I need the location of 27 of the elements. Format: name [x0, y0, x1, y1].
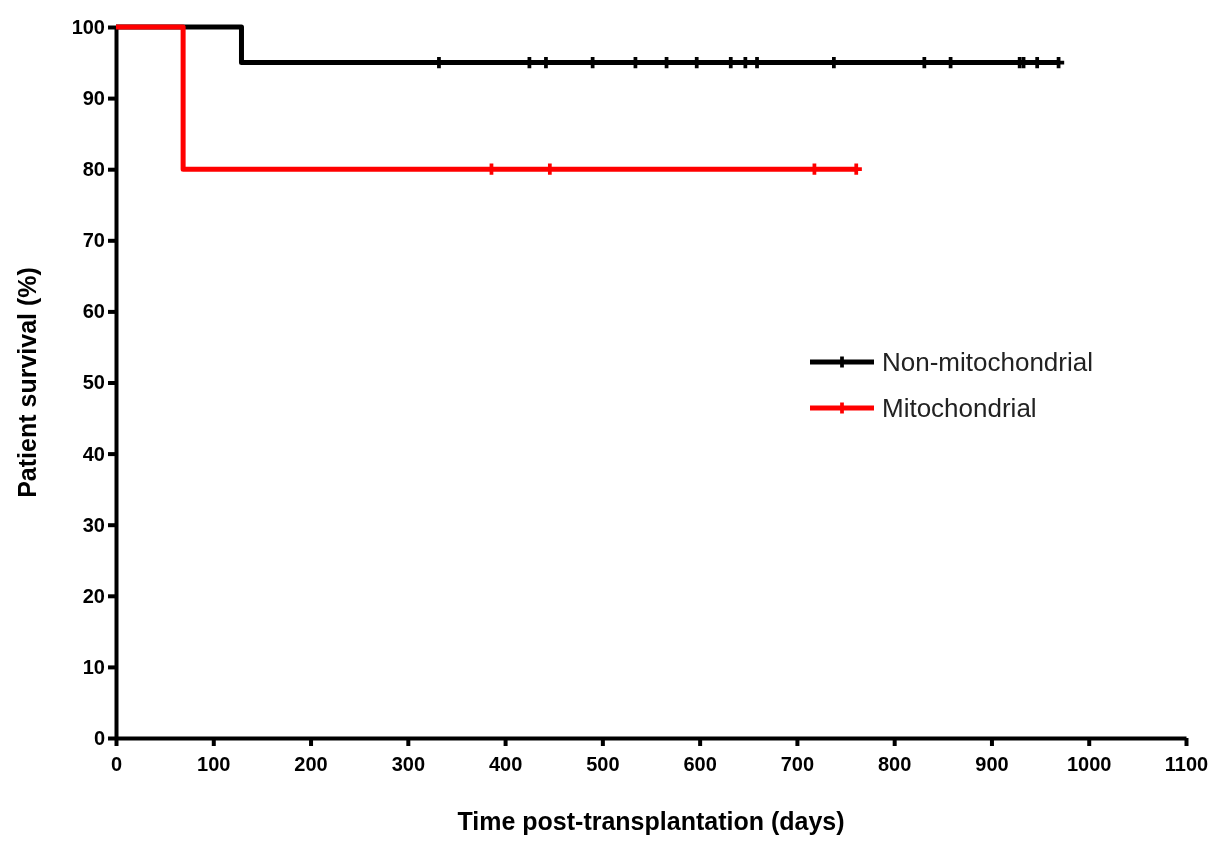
y-tick-label: 10	[82, 655, 105, 678]
legend-label: Mitochondrial	[882, 393, 1037, 423]
y-tick-label: 90	[82, 87, 105, 109]
x-tick-label: 500	[586, 753, 620, 775]
x-axis-title: Time post-transplantation (days)	[457, 807, 845, 835]
x-tick-label: 700	[780, 753, 815, 775]
x-tick-label: 1100	[1164, 753, 1209, 775]
x-tick-label: 800	[877, 753, 912, 775]
x-tick-label: 600	[683, 753, 717, 775]
y-tick-label: 80	[82, 158, 105, 181]
x-tick-label: 0	[110, 753, 123, 775]
y-tick-label: 40	[82, 442, 105, 465]
y-tick-label: 0	[93, 726, 105, 749]
x-tick-label: 300	[391, 753, 426, 775]
y-tick-label: 60	[82, 300, 105, 323]
legend-label: Non-mitochondrial	[882, 347, 1093, 377]
x-tick-label: 100	[197, 753, 231, 775]
y-axis-title: Patient survival (%)	[13, 267, 41, 498]
x-tick-label: 200	[294, 753, 328, 775]
y-tick-label: 20	[82, 584, 105, 607]
y-tick-label: 70	[82, 229, 105, 252]
x-tick-label: 1000	[1066, 753, 1112, 775]
y-tick-label: 50	[82, 371, 105, 394]
x-tick-label: 900	[975, 753, 1009, 775]
y-tick-label: 100	[71, 15, 105, 38]
x-tick-label: 400	[488, 753, 523, 775]
y-tick-label: 30	[82, 513, 105, 536]
